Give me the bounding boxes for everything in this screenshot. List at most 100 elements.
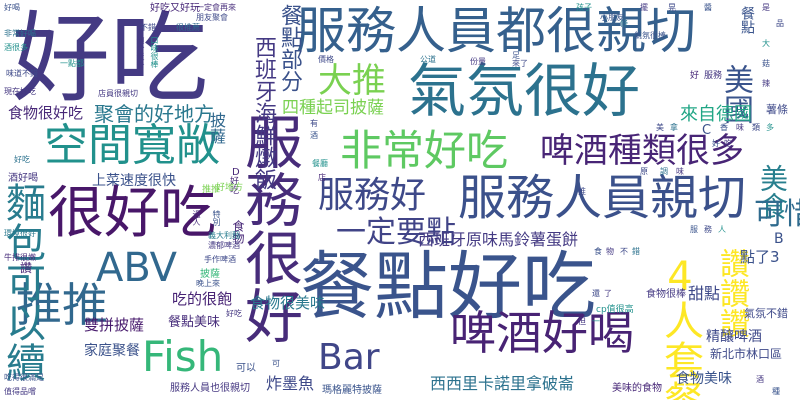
word-fish: Fish [142, 332, 224, 381]
word-da-a: 大 [762, 39, 770, 48]
word-qifen-bu-cuo: 氣氛不錯 [744, 307, 788, 320]
word-jiu-hen-duo: 酒很多 [4, 43, 28, 52]
word-shutiao: 薯條 [766, 103, 788, 116]
word-tebie: 特別 [212, 210, 221, 226]
word-bai: 擺 [640, 3, 648, 12]
word-can-dian-hao-chi: 餐點好吃 [300, 244, 596, 330]
word-kongjian-kuanchang: 空間寬敞 [44, 120, 220, 171]
word-pin-a: 品 [776, 19, 784, 28]
word-jiating-jucan: 家庭聚餐 [84, 343, 140, 359]
word-chi-de-hen-manzu: 吃得很滿足 [4, 373, 44, 382]
word-mianbao-keyi-xu: 麵包可以續 [0, 182, 45, 382]
word-pisa-green: 披薩 [200, 269, 220, 280]
word-jiang: 醬 [704, 3, 712, 12]
word-shiwu-b: 食物 [231, 220, 245, 244]
word-shi-a: 是 [762, 3, 770, 12]
word-dacui: 大推 [318, 61, 386, 101]
word-dian-le-3: 點了3 [740, 248, 780, 266]
word-zhide-pinchang: 值得品嚐 [4, 387, 36, 396]
word-yuan: 原 [640, 167, 648, 176]
word-shipin-hen-meiwei: 食物很美味 [250, 294, 326, 312]
word-jiage: 價格 [318, 55, 334, 64]
word-hen-tuijian: 很推薦 [176, 23, 200, 32]
word-fenliang: 份量 [470, 57, 486, 66]
word-shipin-hen-hao-chi: 食物很好吃 [8, 104, 84, 122]
word-zhong: 種 [772, 387, 780, 396]
word-canting: 餐廳 [312, 159, 328, 168]
word-hao-you-haowan: 好吃又好玩 [150, 3, 200, 14]
word-xian-zai-hao-chi: 現在好吃 [4, 87, 36, 96]
word-fuwu-hen-hao: 服務很好 [235, 112, 303, 344]
word-xiaopeng: 小朋友 [600, 13, 624, 22]
word-tiao-a: 條 [620, 19, 628, 28]
word-keyi: 可以 [236, 363, 256, 374]
word-fu: 服 [690, 225, 698, 234]
word-xibanya-side: 披薩 [207, 112, 226, 144]
word-wei-a: 味 [736, 123, 744, 132]
word-huang: 晃 [668, 3, 676, 12]
word-haizi: 孩子 [576, 3, 592, 12]
word-laizi-deguo: 來自德國 [680, 104, 752, 125]
word-dan: 但 [578, 317, 586, 326]
word-juju-de-hao-difang: 聚會的好地方 [94, 102, 214, 126]
word-nongyu-pijiu: 濃郁啤酒 [208, 241, 240, 250]
word-tiandian: 甜點 [688, 284, 721, 303]
word-mei-a: 美 [656, 123, 664, 132]
word-meiwei-de-shipin: 美味的食物 [612, 383, 662, 394]
word-hao-difang: 好地方 [216, 183, 244, 193]
word-niupai-hen-nen: 牛排很嫩 [4, 253, 36, 262]
word-haochi: 好吃 [12, 2, 209, 116]
word-dian: 店 [318, 173, 326, 182]
word-lai-liao: 來了 [512, 59, 528, 68]
word-jiu-b: 酒 [756, 375, 764, 384]
word-fuwu: 服務 [704, 71, 723, 81]
word-yiding-yao-dian: 一定要點 [336, 215, 456, 250]
word-zha-moyu: 炸墨魚 [266, 374, 315, 393]
word-le: 了 [604, 289, 612, 298]
word-xibanya-haixian-zhufan: 西班牙海鮮燉飯 [251, 36, 276, 190]
word-qifen-hen-bang: 氣氛很棒 [634, 31, 666, 40]
word-shihe-jucan: 適合聚餐 [136, 36, 145, 68]
word-qifen-hen-hao: 氣氛很好 [408, 57, 641, 125]
word-meiguo: 美國 [718, 64, 753, 124]
word-jiu-hao-he: 酒好喝 [8, 173, 38, 184]
word-tui-a: 推 [578, 187, 586, 196]
word-yiding-hui-zailai: 一定會再來 [196, 3, 236, 12]
word-ke: 可 [272, 359, 280, 368]
word-letter-b: B [774, 231, 784, 247]
word-na-a: 拿 [670, 123, 678, 132]
word-letter-d: D [232, 167, 240, 178]
word-feichang-haochi: 非常好吃 [340, 126, 509, 175]
word-shipin-meiwei: 食物美味 [676, 371, 732, 387]
word-yili-mian: 義大利麵 [208, 231, 240, 240]
word-zanzanzan: 讚讚讚 [714, 248, 749, 338]
word-can-dian-bu-fen: 餐點部分 [277, 4, 302, 92]
word-xiang-a: 香 [720, 123, 728, 132]
word-pengyou-juhui: 朋友聚會 [196, 13, 228, 22]
word-gu-a: 菇 [762, 59, 770, 68]
word-wanshang-lai: 晚上來 [196, 279, 220, 288]
word-shuangpin-pisa: 雙拼披薩 [84, 316, 145, 334]
word-hai: 還 [592, 289, 600, 298]
word-si-zhong-qisi-pisa: 四種起司披薩 [282, 98, 384, 118]
word-chi-de-hen-bao: 吃的很飽 [172, 290, 233, 308]
word-fuwu-renyuan-dou-hen-qinqie: 服務人員都很親切 [296, 2, 696, 60]
word-cp-zhi-hen-gao: cp值很高 [596, 305, 634, 315]
word-feichang-hao-he: 非常好喝 [4, 29, 36, 38]
word-fuwu-renyuan-qinqie: 服務人員親切 [458, 170, 747, 226]
word-duo-a: 多 [766, 123, 774, 132]
word-hao-alone: 好 [690, 71, 700, 81]
word-kouwei-bang: 口味很棒 [150, 36, 159, 68]
word-hao-xiao: 好 [712, 139, 720, 148]
word-xixili-kanuoli-napolun: 西西里卡諾里拿破崙 [430, 374, 575, 393]
word-you: 有 [310, 119, 318, 128]
word-yidong-b: 餐點 [739, 6, 755, 34]
word-letter-c: C [702, 123, 712, 138]
word-abv: ABV [96, 245, 177, 291]
word-guo-ren: 可惜 [754, 197, 800, 232]
word-bar: Bar [318, 337, 380, 378]
word-wu: 務 [704, 225, 712, 234]
word-huanjing-hen-hao: 環境很好 [4, 229, 36, 238]
word-pijiu-zhonglei-hen-duo: 啤酒種類很多 [540, 131, 744, 171]
